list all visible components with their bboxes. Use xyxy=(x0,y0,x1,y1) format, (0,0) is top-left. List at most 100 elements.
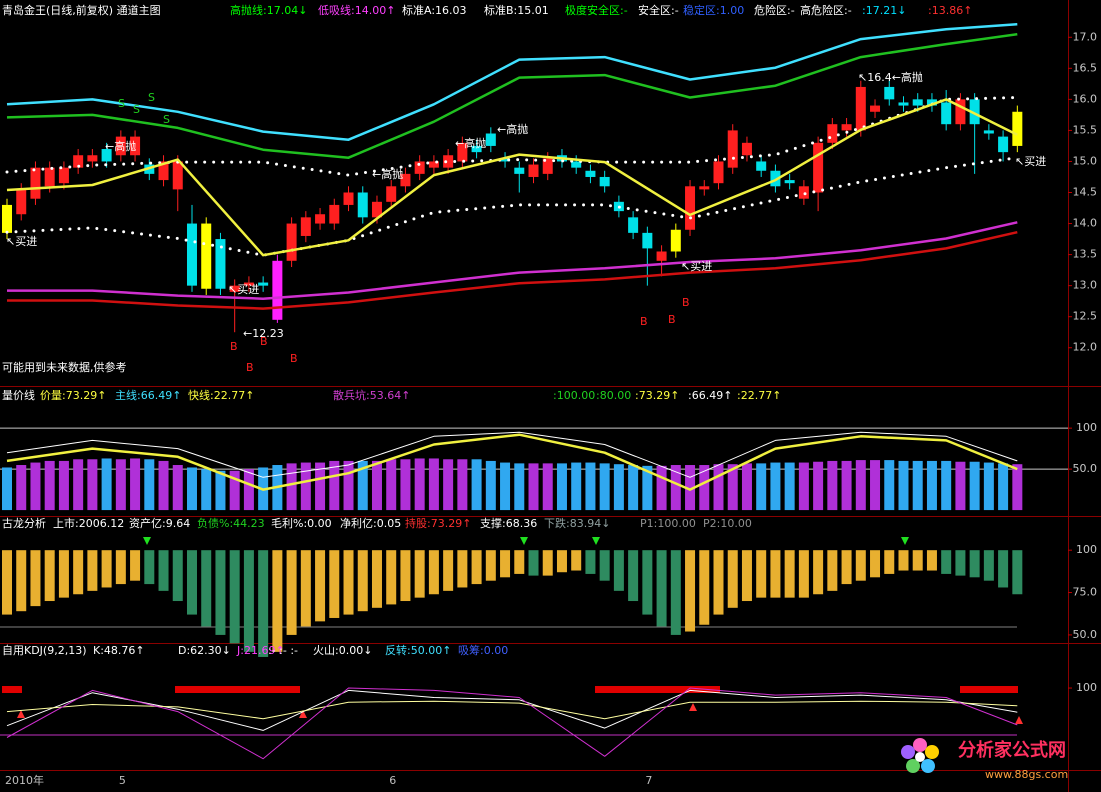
bar xyxy=(741,550,752,602)
bar xyxy=(44,550,55,602)
bar xyxy=(158,460,169,511)
candle-body xyxy=(1012,111,1023,146)
signal-strip xyxy=(2,686,22,693)
candle-body xyxy=(898,102,909,106)
bar xyxy=(443,459,454,511)
bar xyxy=(471,459,482,511)
annotation: 可能用到未来数据,供参考 xyxy=(2,360,127,374)
candle-body xyxy=(926,99,937,106)
candle-body xyxy=(243,282,254,286)
annotation: ←高抛 xyxy=(105,139,136,153)
bar xyxy=(670,465,681,511)
y-tick-label: 17.0 xyxy=(1073,30,1098,43)
bar xyxy=(756,463,767,511)
bar xyxy=(756,550,767,598)
bar xyxy=(571,550,582,571)
candle-body xyxy=(115,136,126,156)
bar xyxy=(400,550,411,602)
annotation: ←高抛 xyxy=(372,167,403,181)
petal xyxy=(901,745,915,759)
header-value: 标准A:16.03 xyxy=(402,3,467,17)
bar xyxy=(101,550,112,588)
header-value: 反转:50.00↑ xyxy=(385,643,451,657)
bar xyxy=(172,550,183,602)
candle-body xyxy=(798,186,809,199)
annotation: ↖买进 xyxy=(228,283,259,296)
header-value: 下跌:83.94↓ xyxy=(544,516,610,530)
bar xyxy=(201,469,212,511)
header-value: 安全区:- xyxy=(638,3,679,17)
bar xyxy=(371,550,382,608)
candle-body xyxy=(471,145,482,153)
arrow xyxy=(1015,716,1023,724)
y-tick-label: 12.5 xyxy=(1073,310,1098,323)
bar xyxy=(770,550,781,598)
bar xyxy=(855,460,866,511)
bar xyxy=(884,550,895,574)
candle-body xyxy=(428,161,439,168)
bar xyxy=(514,463,525,511)
candle-body xyxy=(628,217,639,233)
candle-body xyxy=(500,158,511,162)
bar xyxy=(699,465,710,511)
watermark: 分析家公式网 www.88gs.com xyxy=(901,738,1068,781)
series-line xyxy=(6,431,1018,478)
bar xyxy=(286,463,297,511)
bar xyxy=(798,462,809,511)
panel-title: 量价线 xyxy=(2,388,35,402)
bar xyxy=(457,459,468,511)
series-line xyxy=(5,156,1019,257)
bar xyxy=(528,463,539,511)
candle-body xyxy=(855,86,866,131)
bar xyxy=(87,459,98,511)
header-value: 吸筹:0.00 xyxy=(458,643,508,657)
candle-body xyxy=(969,99,980,125)
candle-body xyxy=(371,201,382,218)
bar xyxy=(628,550,639,602)
candle-body xyxy=(357,192,368,218)
bar xyxy=(443,550,454,591)
bar xyxy=(115,550,126,585)
candle-body xyxy=(841,124,852,131)
candle-body xyxy=(542,158,553,174)
y-tick-label: 14.0 xyxy=(1073,217,1098,230)
bar xyxy=(585,462,596,511)
header-value: 高抛线:17.04↓ xyxy=(230,3,307,17)
header-value: 持股:73.29↑ xyxy=(405,516,471,530)
bar xyxy=(201,550,212,627)
bar xyxy=(286,550,297,635)
bar xyxy=(656,465,667,511)
bar xyxy=(585,550,596,574)
bar xyxy=(2,550,12,615)
bar xyxy=(770,462,781,511)
candle-body xyxy=(386,186,397,202)
arrow xyxy=(143,537,151,545)
header-value: 火山:0.00↓ xyxy=(313,644,372,657)
header-value: 负债%:44.23 xyxy=(197,516,265,530)
header-value: :17.21↓ xyxy=(862,4,906,17)
bar xyxy=(514,550,525,574)
bar xyxy=(73,459,84,511)
bar xyxy=(500,550,511,578)
y-tick-label: 15.5 xyxy=(1073,123,1098,136)
header-value: J:21.69↑ xyxy=(236,644,285,657)
series-line xyxy=(7,230,1018,310)
bar xyxy=(955,550,966,576)
candle-body xyxy=(2,204,12,233)
candle-body xyxy=(514,167,525,174)
y-tick-label: 14.5 xyxy=(1073,186,1098,199)
bar xyxy=(30,550,41,607)
bar xyxy=(983,550,994,581)
arrow xyxy=(520,537,528,545)
bar xyxy=(941,460,952,511)
panel-title: 古龙分析 xyxy=(2,516,46,530)
header-value: K:48.76↑ xyxy=(93,644,145,657)
annotation: B xyxy=(290,352,298,365)
header-value: 主线:66.49↑ xyxy=(115,388,181,402)
arrow xyxy=(299,710,307,718)
header-value: 低吸线:14.00↑ xyxy=(318,3,395,17)
bar xyxy=(727,464,738,511)
bar xyxy=(414,458,425,511)
bar xyxy=(1012,464,1023,511)
